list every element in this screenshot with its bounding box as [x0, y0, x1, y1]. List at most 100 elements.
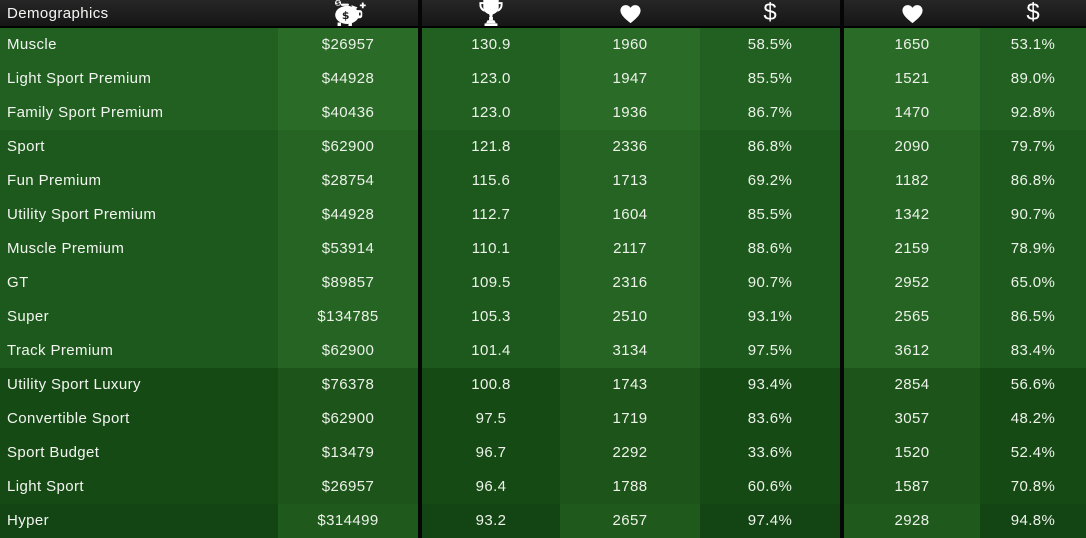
section-divider: [418, 0, 422, 26]
column-header-affordability-alt-cell[interactable]: $: [980, 0, 1086, 26]
demand-cell: 1936: [560, 96, 700, 130]
demand-cell: 2336: [560, 130, 700, 164]
demographic-name-cell: Light Sport Premium: [0, 62, 278, 96]
score-cell: 110.1: [422, 232, 560, 266]
affordability-alt-cell: 78.9%: [980, 232, 1086, 266]
score-cell: 97.5: [422, 402, 560, 436]
budget-cell: $26957: [278, 28, 418, 62]
demographic-name-cell: Fun Premium: [0, 164, 278, 198]
piggy-bank-icon: $ $: [334, 0, 366, 26]
section-divider: [840, 504, 844, 538]
column-header-demand-cell[interactable]: [560, 0, 700, 26]
budget-cell: $62900: [278, 402, 418, 436]
affordability-alt-cell: 94.8%: [980, 504, 1086, 538]
section-divider: [840, 62, 844, 96]
demographic-row[interactable]: Convertible Sport $62900 97.5 1719 83.6% 3057…: [0, 402, 1086, 436]
score-cell: 130.9: [422, 28, 560, 62]
column-header-budget-cell[interactable]: $ $: [278, 0, 418, 26]
demographic-name-cell: Sport Budget: [0, 436, 278, 470]
demographic-name-cell: Super: [0, 300, 278, 334]
affordability-cell: 97.5%: [700, 334, 840, 368]
section-divider: [840, 402, 844, 436]
demand-cell: 2510: [560, 300, 700, 334]
page-title: Demographics: [7, 4, 109, 22]
section-divider: [840, 470, 844, 504]
demographics-header-cell: Demographics: [0, 0, 278, 26]
section-divider: [418, 300, 422, 334]
heart-icon: [619, 4, 641, 23]
demand-cell: 1713: [560, 164, 700, 198]
section-divider: [418, 164, 422, 198]
demographic-row[interactable]: GT $89857 109.5 2316 90.7% 2952 65.0%: [0, 266, 1086, 300]
demand-alt-cell: 1520: [844, 436, 980, 470]
affordability-cell: 86.7%: [700, 96, 840, 130]
table-header: Demographics $ $ $: [0, 0, 1086, 28]
demographic-row[interactable]: Sport $62900 121.8 2336 86.8% 2090 79.7%: [0, 130, 1086, 164]
svg-text:$: $: [342, 9, 350, 22]
section-divider: [418, 436, 422, 470]
demographic-row[interactable]: Light Sport $26957 96.4 1788 60.6% 1587 70.8%: [0, 470, 1086, 504]
demographic-row[interactable]: Track Premium $62900 101.4 3134 97.5% 3612 83.…: [0, 334, 1086, 368]
section-divider: [418, 62, 422, 96]
demand-cell: 2657: [560, 504, 700, 538]
affordability-alt-cell: 79.7%: [980, 130, 1086, 164]
affordability-cell: 86.8%: [700, 130, 840, 164]
section-divider: [418, 28, 422, 62]
demand-cell: 1947: [560, 62, 700, 96]
demand-cell: 1719: [560, 402, 700, 436]
demographic-row[interactable]: Muscle Premium $53914 110.1 2117 88.6% 2159 78…: [0, 232, 1086, 266]
score-cell: 96.4: [422, 470, 560, 504]
section-divider: [418, 402, 422, 436]
demand-cell: 1788: [560, 470, 700, 504]
budget-cell: $53914: [278, 232, 418, 266]
demographic-row[interactable]: Muscle $26957 130.9 1960 58.5% 1650 53.1%: [0, 28, 1086, 62]
section-divider: [840, 0, 844, 26]
section-divider: [418, 470, 422, 504]
section-divider: [840, 436, 844, 470]
demographic-row[interactable]: Sport Budget $13479 96.7 2292 33.6% 1520 52.4%: [0, 436, 1086, 470]
demand-alt-cell: 2854: [844, 368, 980, 402]
section-divider: [840, 368, 844, 402]
section-divider: [418, 266, 422, 300]
demand-alt-cell: 1650: [844, 28, 980, 62]
score-cell: 93.2: [422, 504, 560, 538]
affordability-alt-cell: 86.5%: [980, 300, 1086, 334]
demographic-row[interactable]: Family Sport Premium $40436 123.0 1936 86.7%…: [0, 96, 1086, 130]
section-divider: [418, 368, 422, 402]
budget-cell: $62900: [278, 130, 418, 164]
column-header-score-cell[interactable]: [422, 0, 560, 26]
section-divider: [840, 96, 844, 130]
demographic-row[interactable]: Utility Sport Premium $44928 112.7 1604 85.5…: [0, 198, 1086, 232]
demographic-row[interactable]: Utility Sport Luxury $76378 100.8 1743 93.4%…: [0, 368, 1086, 402]
table-body: Muscle $26957 130.9 1960 58.5% 1650 53.1% Light…: [0, 28, 1086, 538]
column-header-affordability-cell[interactable]: $: [700, 0, 840, 26]
demographic-row[interactable]: Super $134785 105.3 2510 93.1% 2565 86.5%: [0, 300, 1086, 334]
affordability-cell: 60.6%: [700, 470, 840, 504]
affordability-alt-cell: 52.4%: [980, 436, 1086, 470]
affordability-cell: 85.5%: [700, 62, 840, 96]
budget-cell: $13479: [278, 436, 418, 470]
demand-alt-cell: 1342: [844, 198, 980, 232]
section-divider: [418, 504, 422, 538]
section-divider: [840, 334, 844, 368]
affordability-cell: 93.4%: [700, 368, 840, 402]
demographic-row[interactable]: Hyper $314499 93.2 2657 97.4% 2928 94.8%: [0, 504, 1086, 538]
budget-cell: $28754: [278, 164, 418, 198]
demand-alt-cell: 2565: [844, 300, 980, 334]
heart-icon: [901, 4, 923, 23]
score-cell: 123.0: [422, 62, 560, 96]
score-cell: 105.3: [422, 300, 560, 334]
affordability-alt-cell: 90.7%: [980, 198, 1086, 232]
affordability-cell: 90.7%: [700, 266, 840, 300]
dollar-icon: $: [1026, 0, 1040, 26]
column-header-demand-alt-cell[interactable]: [844, 0, 980, 26]
demographic-row[interactable]: Fun Premium $28754 115.6 1713 69.2% 1182 86.8%: [0, 164, 1086, 198]
section-divider: [840, 232, 844, 266]
trophy-icon: [479, 0, 503, 26]
section-divider: [418, 198, 422, 232]
demographic-row[interactable]: Light Sport Premium $44928 123.0 1947 85.5% 1…: [0, 62, 1086, 96]
budget-cell: $40436: [278, 96, 418, 130]
affordability-alt-cell: 48.2%: [980, 402, 1086, 436]
demand-cell: 1960: [560, 28, 700, 62]
